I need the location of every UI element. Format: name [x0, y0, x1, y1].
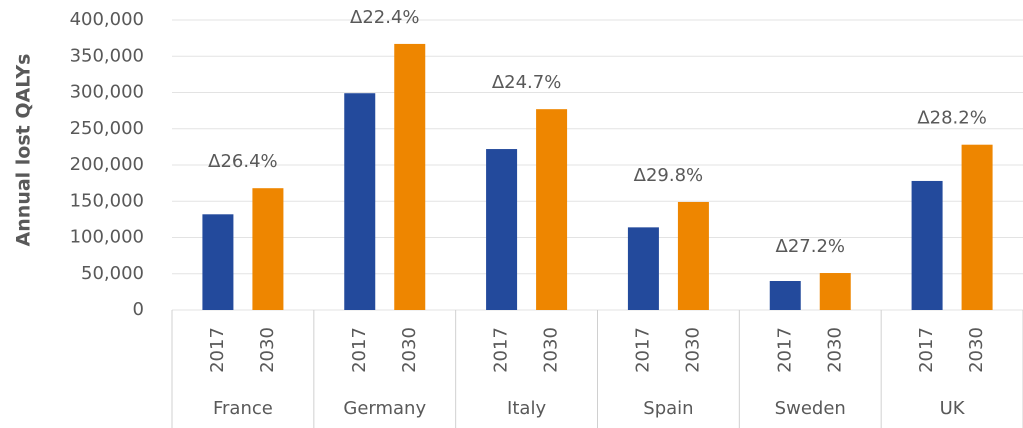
series-sub-label: 2030	[966, 327, 987, 373]
bar	[911, 180, 943, 310]
x-tick-label: France	[213, 398, 273, 419]
series-sub-label: 2017	[916, 327, 937, 373]
series-sub-label: 2017	[491, 327, 512, 373]
y-tick-label: 50,000	[81, 263, 144, 284]
series-sub-label: 2017	[349, 327, 370, 373]
annotation: Δ22.4%	[350, 7, 420, 28]
bar	[769, 281, 801, 310]
series-sub-label: 2017	[632, 327, 653, 373]
bar	[819, 273, 851, 310]
y-tick-label: 200,000	[70, 154, 144, 175]
series-sub-label: 2017	[774, 327, 795, 373]
x-tick-label: UK	[940, 398, 966, 419]
annotation: Δ29.8%	[634, 165, 704, 186]
bar	[394, 43, 426, 311]
bar	[961, 144, 993, 310]
annotation: Δ27.2%	[776, 236, 846, 257]
y-tick-label: 300,000	[70, 82, 144, 103]
y-tick-label: 100,000	[70, 227, 144, 248]
bar	[344, 93, 376, 310]
x-tick-label: Italy	[507, 398, 546, 419]
y-tick-label: 350,000	[70, 45, 144, 66]
bar	[536, 109, 568, 310]
y-tick-label: 150,000	[70, 190, 144, 211]
annotation: Δ24.7%	[492, 72, 562, 93]
bar	[627, 227, 659, 310]
bar	[252, 188, 284, 310]
series-sub-label: 2030	[399, 327, 420, 373]
y-tick-label: 250,000	[70, 118, 144, 139]
bar	[486, 149, 518, 310]
annotation: Δ28.2%	[917, 108, 987, 129]
x-tick-label: Germany	[343, 398, 426, 419]
y-tick-label: 0	[133, 299, 144, 320]
series-sub-label: 2017	[207, 327, 228, 373]
series-sub-label: 2030	[682, 327, 703, 373]
bar	[677, 201, 709, 310]
series-sub-label: 2030	[541, 327, 562, 373]
x-tick-label: Spain	[643, 398, 693, 419]
annotation: Δ26.4%	[208, 151, 278, 172]
y-axis-label: Annual lost QALYs	[13, 54, 35, 247]
series-sub-label: 2030	[824, 327, 845, 373]
x-tick-label: Sweden	[775, 398, 846, 419]
series-sub-label: 2030	[257, 327, 278, 373]
bar	[202, 214, 234, 310]
y-tick-label: 400,000	[70, 9, 144, 30]
